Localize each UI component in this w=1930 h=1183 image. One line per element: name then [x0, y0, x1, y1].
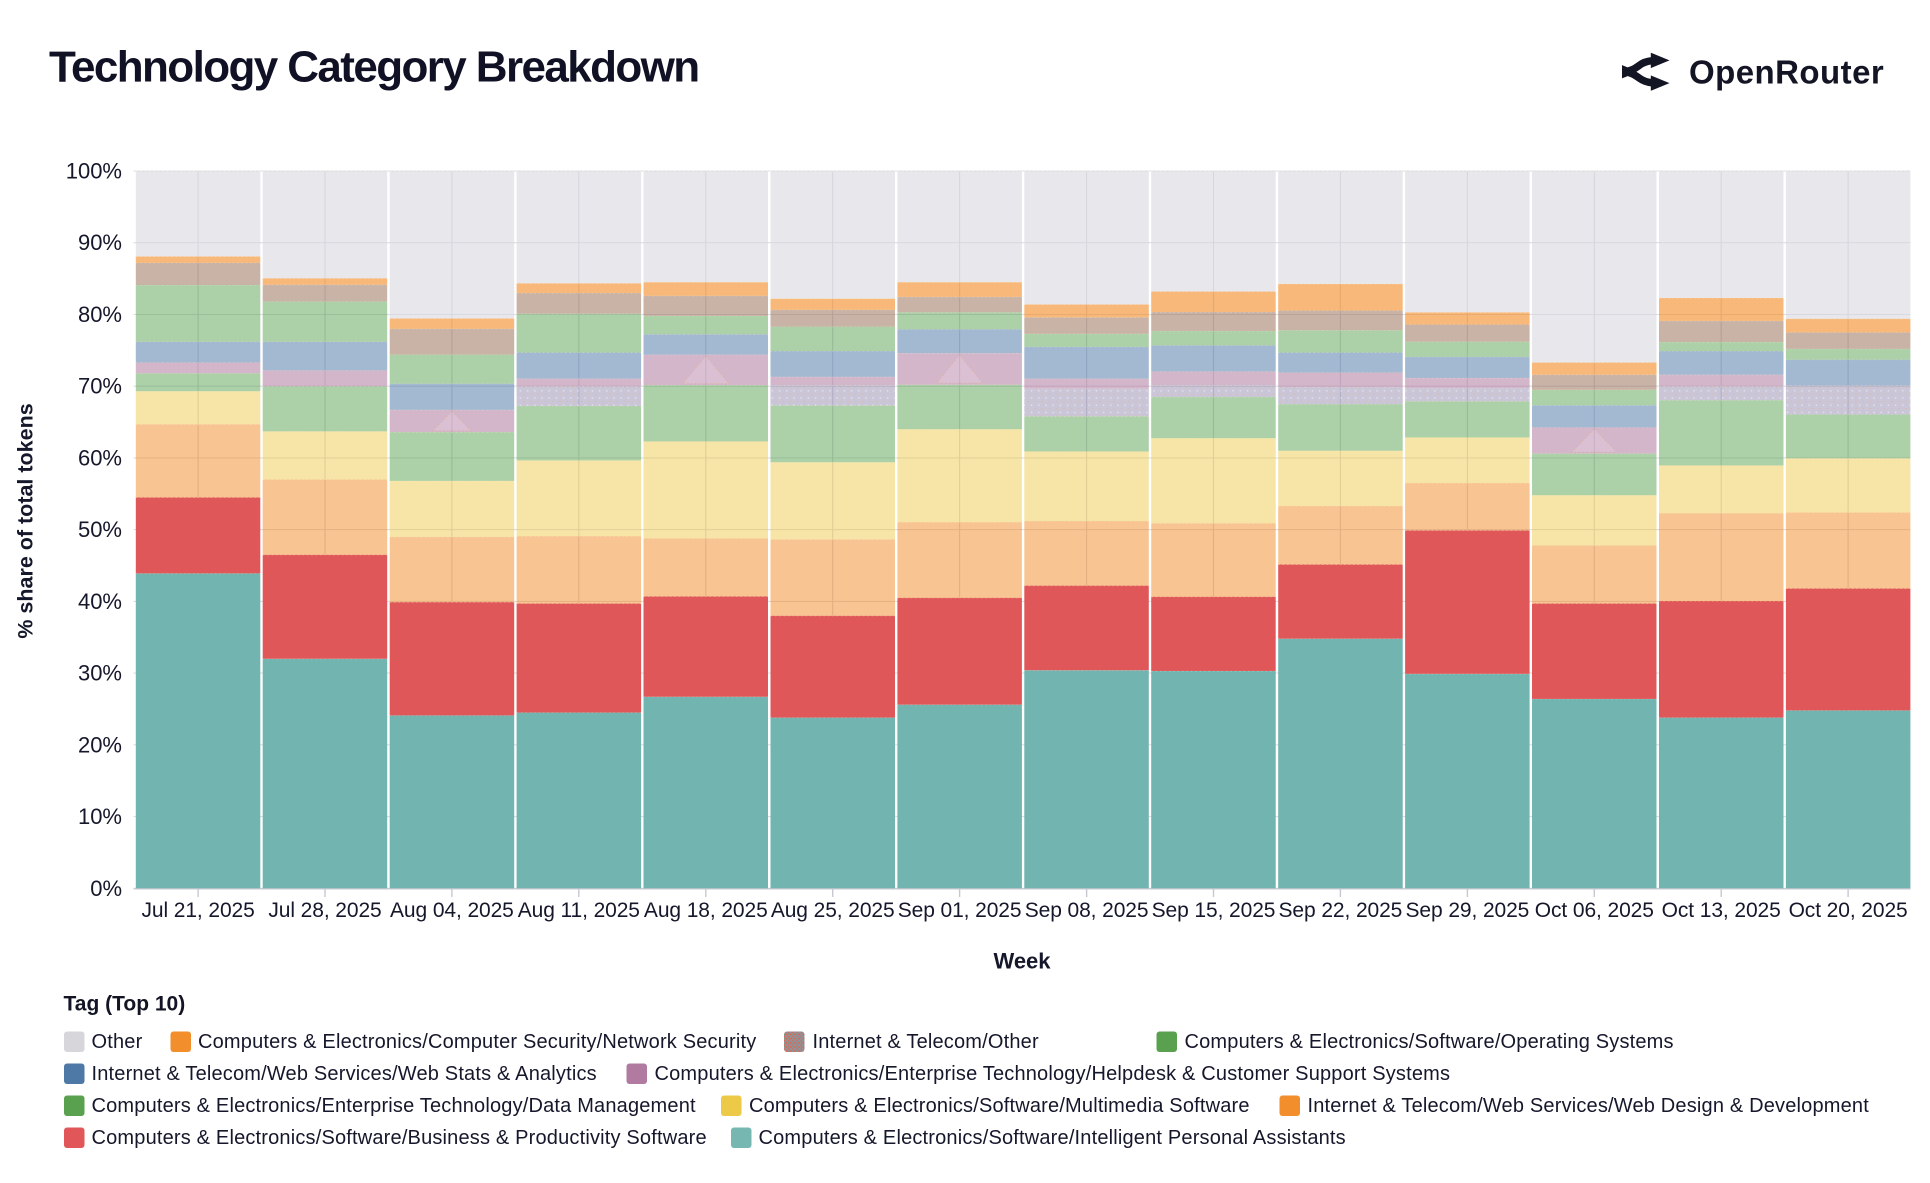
svg-text:Sep 15, 2025: Sep 15, 2025	[1152, 899, 1276, 922]
svg-text:Aug 18, 2025: Aug 18, 2025	[644, 899, 768, 922]
svg-text:Computers & Electronics/Softwa: Computers & Electronics/Software/Intelli…	[759, 1127, 1346, 1149]
svg-text:0%: 0%	[90, 876, 122, 901]
svg-text:Sep 08, 2025: Sep 08, 2025	[1025, 899, 1149, 922]
svg-text:Jul 28, 2025: Jul 28, 2025	[268, 899, 381, 922]
svg-text:60%: 60%	[78, 445, 122, 470]
svg-text:Oct 13, 2025: Oct 13, 2025	[1662, 899, 1781, 922]
svg-text:30%: 30%	[78, 661, 122, 686]
svg-text:80%: 80%	[78, 302, 122, 327]
svg-text:Technology Category Breakdown: Technology Category Breakdown	[49, 43, 699, 92]
svg-text:Computers & Electronics/Softwa: Computers & Electronics/Software/Busines…	[92, 1127, 707, 1149]
svg-text:20%: 20%	[78, 732, 122, 757]
svg-text:Other: Other	[92, 1031, 143, 1053]
svg-text:Computers & Electronics/Softwa: Computers & Electronics/Software/Operati…	[1185, 1031, 1674, 1053]
svg-text:Sep 01, 2025: Sep 01, 2025	[898, 899, 1022, 922]
svg-text:Computers & Electronics/Enterp: Computers & Electronics/Enterprise Techn…	[92, 1095, 697, 1117]
svg-text:Sep 22, 2025: Sep 22, 2025	[1279, 899, 1403, 922]
svg-text:40%: 40%	[78, 589, 122, 614]
svg-text:Internet & Telecom/Other: Internet & Telecom/Other	[813, 1031, 1039, 1053]
svg-text:70%: 70%	[78, 374, 122, 399]
svg-text:OpenRouter: OpenRouter	[1689, 54, 1884, 91]
svg-text:Tag (Top 10): Tag (Top 10)	[64, 993, 186, 1016]
svg-text:100%: 100%	[66, 159, 122, 184]
svg-text:Oct 20, 2025: Oct 20, 2025	[1789, 899, 1908, 922]
svg-text:Internet & Telecom/Web Service: Internet & Telecom/Web Services/Web Desi…	[1308, 1095, 1870, 1117]
svg-text:Week: Week	[993, 949, 1051, 974]
svg-text:Computers & Electronics/Comput: Computers & Electronics/Computer Securit…	[198, 1031, 756, 1053]
svg-text:Aug 25, 2025: Aug 25, 2025	[771, 899, 895, 922]
svg-text:Aug 04, 2025: Aug 04, 2025	[390, 899, 514, 922]
svg-text:Oct 06, 2025: Oct 06, 2025	[1535, 899, 1654, 922]
svg-text:10%: 10%	[78, 804, 122, 829]
svg-text:Aug 11, 2025: Aug 11, 2025	[518, 899, 640, 922]
svg-text:50%: 50%	[78, 517, 122, 542]
svg-text:Internet & Telecom/Web Service: Internet & Telecom/Web Services/Web Stat…	[92, 1063, 597, 1085]
svg-text:Sep 29, 2025: Sep 29, 2025	[1406, 899, 1530, 922]
svg-text:% share of total tokens: % share of total tokens	[13, 403, 37, 638]
svg-text:Computers & Electronics/Softwa: Computers & Electronics/Software/Multime…	[749, 1095, 1250, 1117]
svg-text:Jul 21, 2025: Jul 21, 2025	[141, 899, 254, 922]
svg-text:Computers & Electronics/Enterp: Computers & Electronics/Enterprise Techn…	[655, 1063, 1451, 1085]
svg-text:90%: 90%	[78, 230, 122, 255]
